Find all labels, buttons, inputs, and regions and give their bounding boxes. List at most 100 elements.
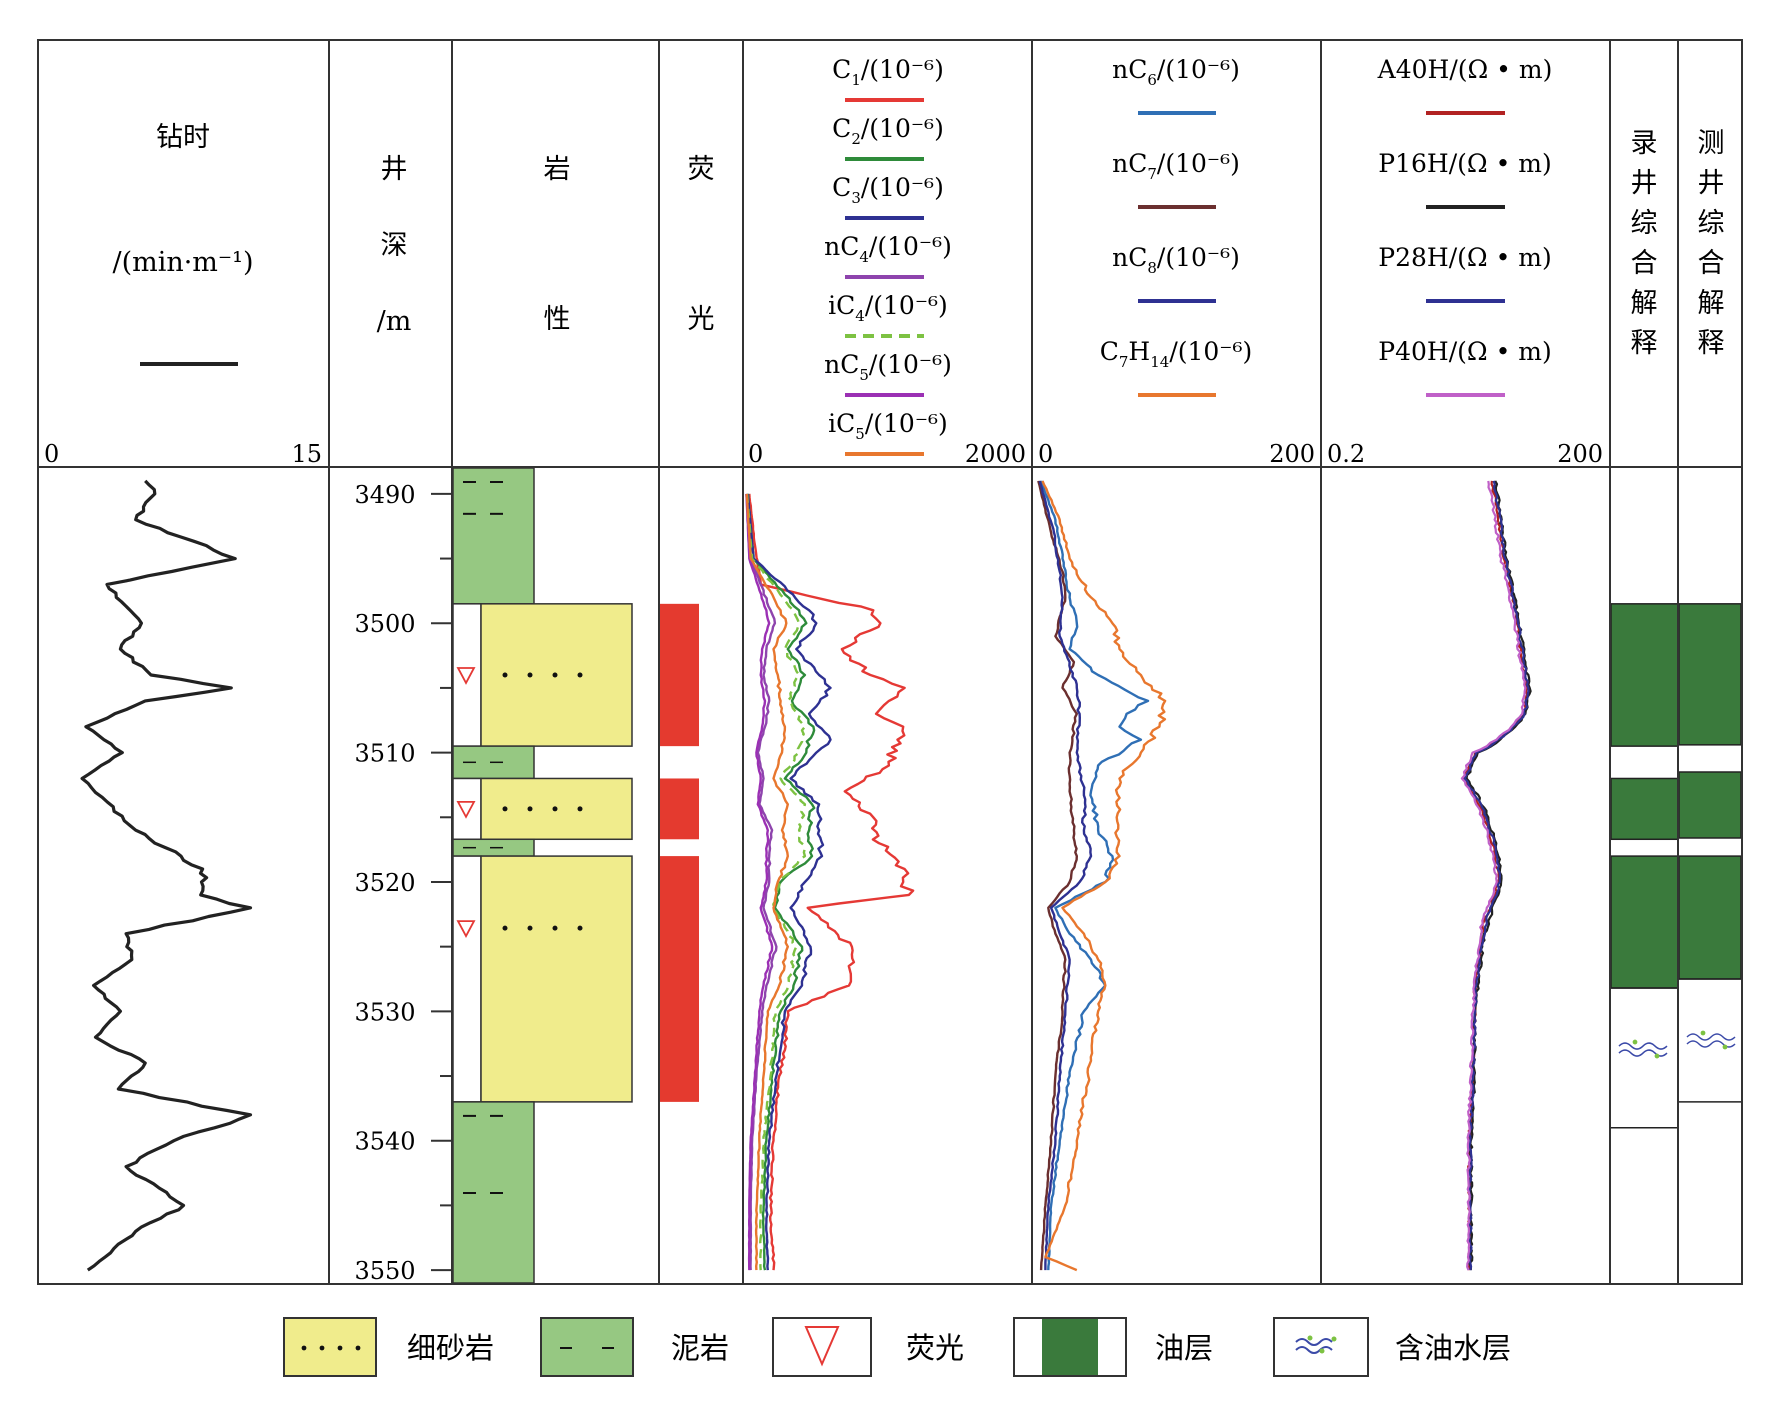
fluorescence-marker — [456, 667, 476, 685]
heavy-legend-label: nC8/(10⁻⁶) — [1112, 243, 1240, 277]
svg-text:测: 测 — [1698, 128, 1725, 159]
sandstone-dot — [577, 672, 583, 678]
heavy-legend-label: nC6/(10⁻⁶) — [1112, 55, 1240, 89]
gas-legend-label: nC5/(10⁻⁶) — [824, 350, 952, 384]
sandstone-dot — [502, 672, 508, 678]
depth-tick-label: 3490 — [354, 481, 415, 509]
heavy-curve-2 — [1038, 480, 1093, 1271]
gas-curve-6 — [745, 493, 789, 1271]
svg-text:井: 井 — [1631, 168, 1658, 199]
res-max-label: 200 — [1557, 440, 1603, 468]
gas-curve-0 — [748, 493, 915, 1271]
svg-text:释: 释 — [1631, 328, 1658, 359]
resistivity-header: A40H/(Ω • m) P16H/(Ω • m) P28H/(Ω • m) P40H… — [1377, 55, 1552, 397]
gas-legend-label: C3/(10⁻⁶) — [832, 173, 944, 207]
depth-tick-label: 3550 — [354, 1257, 415, 1285]
svg-text:综: 综 — [1631, 208, 1658, 239]
depth-tick-label: 3530 — [354, 998, 415, 1026]
gas-min-label: 0 — [748, 440, 763, 468]
legend: 细砂岩 泥岩 荧光 油层 含油水层 — [283, 1317, 1511, 1377]
grid-frame — [37, 39, 1743, 1285]
header-fluorescence-2: 光 — [688, 304, 715, 335]
heavy-curve-3 — [1041, 480, 1167, 1272]
interp-mud-oil-dot — [1632, 1039, 1638, 1045]
svg-text:泥岩: 泥岩 — [671, 1331, 729, 1365]
interp-wireline-oil-water-symbol — [1686, 1040, 1736, 1048]
svg-text:合: 合 — [1698, 248, 1725, 279]
sandstone-dot — [552, 806, 558, 812]
svg-text:释: 释 — [1698, 328, 1725, 359]
header-interp-wireline: 测 井 综 合 解 释 — [1698, 128, 1725, 359]
sandstone-dot — [502, 806, 508, 812]
sandstone-dot — [577, 925, 583, 931]
interp-mud-oil-water-symbol — [1618, 1042, 1668, 1050]
heavy-hydrocarbon-header: nC6/(10⁻⁶) nC7/(10⁻⁶) nC8/(10⁻⁶) C7H14/(10⁻… — [1100, 55, 1253, 397]
interp-mud-oil-layer — [1610, 603, 1679, 747]
interp-wireline-oil-layer — [1678, 771, 1742, 839]
svg-text:合: 合 — [1631, 248, 1658, 279]
header-depth-3: /m — [377, 306, 412, 337]
resistivity-legend-label: P16H/(Ω • m) — [1378, 149, 1551, 178]
sandstone-dot — [552, 672, 558, 678]
resistivity-curve-2 — [1463, 480, 1530, 1271]
heavy-legend-label: C7H14/(10⁻⁶) — [1100, 337, 1253, 371]
heavy-legend-label: nC7/(10⁻⁶) — [1112, 149, 1240, 183]
header-lithology-2: 性 — [544, 304, 571, 335]
depth-tick-label: 3510 — [354, 740, 415, 768]
fluorescence-marker — [456, 920, 476, 939]
fluorescence-bar — [660, 603, 699, 747]
depth-tick-label: 3540 — [354, 1128, 415, 1156]
heavy-max-label: 200 — [1269, 440, 1315, 468]
header-fluorescence-1: 荧 — [688, 154, 715, 185]
gas-header: C1/(10⁻⁶) C2/(10⁻⁶) C3/(10⁻⁶) nC4/(10⁻⁶) iC4… — [824, 55, 952, 456]
fluorescence-bar — [660, 856, 699, 1102]
gas-legend-label: nC4/(10⁻⁶) — [824, 232, 952, 266]
res-min-label: 0.2 — [1327, 440, 1365, 468]
header-interp-mud: 录 井 综 合 解 释 — [1631, 128, 1658, 359]
resistivity-curve-0 — [1462, 480, 1529, 1271]
gas-legend-label: C1/(10⁻⁶) — [832, 55, 944, 89]
svg-text:含油水层: 含油水层 — [1395, 1331, 1511, 1365]
depth-tick-label: 3500 — [354, 610, 415, 638]
interp-wireline-oil-dot — [1700, 1030, 1706, 1036]
lithology-mudstone — [452, 467, 535, 605]
fluorescence-bar — [660, 778, 699, 840]
gas-max-label: 2000 — [965, 440, 1026, 468]
sandstone-dot — [577, 806, 583, 812]
svg-text:荧光: 荧光 — [906, 1331, 964, 1365]
header-drilling-time-unit: /(min·m⁻¹) — [112, 247, 253, 278]
gas-curve-5 — [745, 493, 774, 1271]
sandstone-dot — [552, 925, 558, 931]
svg-text:井: 井 — [1698, 168, 1725, 199]
interp-wireline-oil-dot — [1722, 1044, 1728, 1050]
gas-curve-3 — [745, 493, 778, 1271]
depth-tick-label: 3520 — [354, 869, 415, 897]
interp-mud-oil-water-symbol — [1618, 1049, 1668, 1057]
svg-text:录: 录 — [1631, 128, 1658, 159]
lithology-fluor-strip — [452, 855, 482, 1103]
interp-mud-oil-layer — [1610, 777, 1679, 841]
legend-oil-layer: 油层 — [1013, 1317, 1213, 1377]
interp-mud-oil-layer — [1610, 855, 1679, 989]
lithology-fluor-strip — [452, 603, 482, 747]
svg-text:解: 解 — [1631, 288, 1658, 319]
interp-wireline-oil-layer — [1678, 855, 1742, 980]
sandstone-dot — [527, 672, 533, 678]
header-depth-1: 井 — [381, 154, 408, 185]
interp-wireline-oil-layer — [1678, 603, 1742, 746]
legend-fluorescence: 荧光 — [772, 1317, 964, 1377]
sandstone-dot — [502, 925, 508, 931]
resistivity-curve-3 — [1460, 480, 1527, 1271]
drilling-time-curve — [80, 479, 253, 1272]
drilling-time-max-label: 15 — [291, 440, 322, 468]
svg-text:油层: 油层 — [1155, 1331, 1213, 1365]
svg-text:解: 解 — [1698, 288, 1725, 319]
gas-curve-2 — [746, 493, 832, 1271]
gas-legend-label: C2/(10⁻⁶) — [832, 114, 944, 148]
sandstone-dot — [527, 925, 533, 931]
fluorescence-marker — [456, 800, 476, 819]
header-depth-2: 深 — [381, 230, 408, 261]
gas-curve-4 — [745, 493, 807, 1271]
drilling-time-min-label: 0 — [44, 440, 59, 468]
